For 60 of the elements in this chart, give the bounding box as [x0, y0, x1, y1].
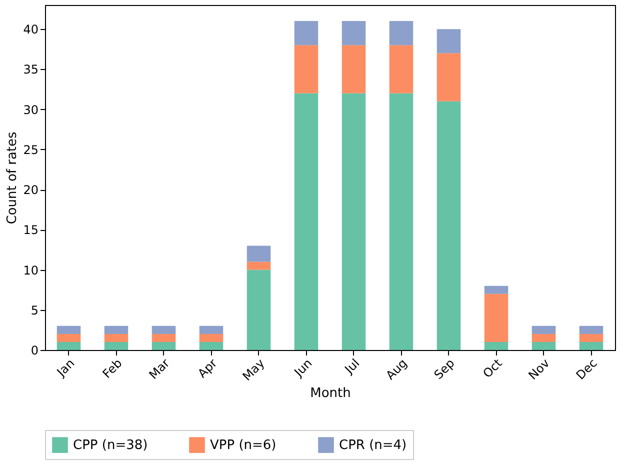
x-tick-label: Oct	[480, 356, 505, 381]
bar	[484, 286, 508, 294]
y-tick-label: 25	[23, 142, 38, 157]
x-tick-label: Feb	[100, 356, 125, 382]
bar	[56, 326, 81, 334]
x-tick-label: Apr	[195, 356, 220, 381]
bar	[152, 334, 176, 342]
bar	[436, 53, 461, 102]
legend-label: CPP (n=38)	[73, 438, 148, 454]
y-tick-label: 20	[23, 183, 38, 198]
bar	[484, 342, 508, 350]
bar	[389, 93, 414, 350]
bar	[246, 246, 271, 262]
bar	[152, 342, 176, 350]
bar	[436, 29, 461, 54]
y-tick-label: 35	[23, 62, 38, 77]
bar	[532, 326, 556, 334]
x-axis-title: Month	[310, 386, 351, 401]
bar	[199, 326, 224, 334]
x-tick-label: Jun	[290, 356, 315, 380]
bar	[342, 21, 366, 46]
y-tick-label: 40	[23, 22, 38, 37]
bar	[389, 21, 414, 46]
bar	[246, 262, 271, 270]
bar	[199, 334, 224, 342]
bar	[389, 45, 414, 94]
bar	[56, 334, 81, 342]
x-tick-label: Sep	[431, 356, 458, 382]
x-tick-label: Mar	[146, 356, 172, 382]
bar	[484, 294, 508, 342]
bar	[104, 342, 128, 350]
y-axis-title: Count of rates	[5, 131, 20, 224]
legend-label: CPR (n=4)	[339, 438, 407, 454]
bar	[294, 93, 318, 350]
bar	[294, 21, 318, 46]
bar	[104, 334, 128, 342]
bar	[579, 342, 604, 350]
bar	[342, 45, 366, 94]
y-tick-label: 0	[30, 344, 38, 358]
bar	[579, 334, 604, 342]
bar	[532, 334, 556, 342]
bar	[199, 342, 224, 350]
bar	[152, 326, 176, 334]
bar	[342, 93, 366, 350]
bar	[56, 342, 81, 350]
bar	[532, 342, 556, 350]
x-tick-label: Dec	[573, 356, 600, 382]
y-tick-label: 10	[23, 263, 38, 278]
x-tick-label: Nov	[526, 356, 552, 383]
bar	[579, 326, 604, 334]
y-tick-label: 5	[30, 303, 38, 318]
bar	[246, 270, 271, 350]
x-tick-label: Jul	[341, 356, 362, 377]
y-tick-label: 30	[23, 102, 38, 117]
x-tick-label: Jan	[54, 356, 78, 380]
bar	[436, 101, 461, 350]
bar	[294, 45, 318, 94]
legend-label: VPP (n=6)	[210, 438, 276, 454]
bar	[104, 326, 128, 334]
y-tick-label: 15	[23, 223, 38, 238]
